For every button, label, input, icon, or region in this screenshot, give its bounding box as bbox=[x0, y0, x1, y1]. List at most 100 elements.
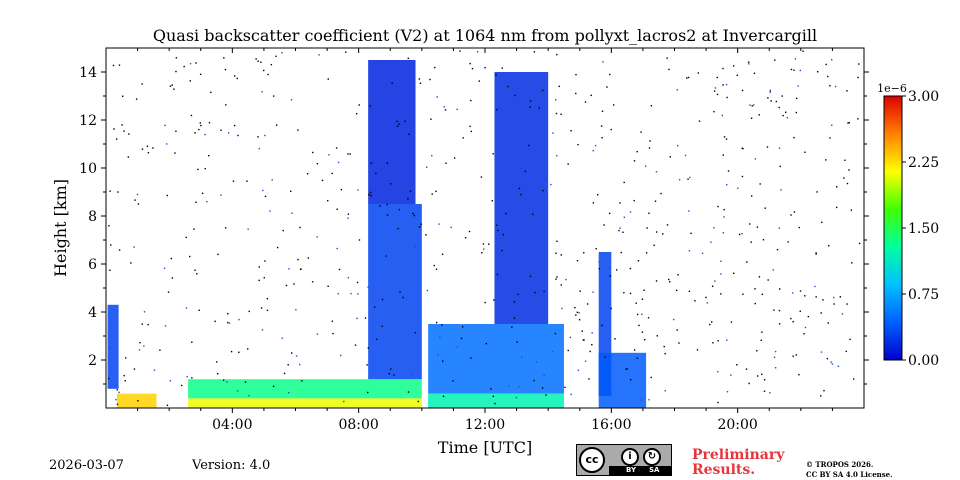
noise-pixel bbox=[650, 376, 652, 379]
noise-pixel bbox=[396, 120, 398, 123]
noise-pixel bbox=[543, 374, 545, 377]
noise-pixel bbox=[406, 184, 408, 187]
noise-pixel bbox=[663, 345, 665, 348]
noise-pixel bbox=[430, 118, 432, 120]
noise-pixel bbox=[236, 390, 239, 392]
noise-pixel bbox=[796, 97, 798, 100]
noise-pixel bbox=[767, 97, 769, 99]
noise-pixel bbox=[823, 389, 825, 392]
noise-pixel bbox=[629, 292, 632, 295]
noise-pixel bbox=[217, 372, 219, 375]
noise-pixel bbox=[495, 74, 497, 76]
noise-pixel bbox=[846, 303, 848, 305]
noise-pixel bbox=[690, 232, 692, 235]
noise-pixel bbox=[714, 87, 717, 89]
noise-pixel bbox=[220, 129, 222, 131]
y-tick-label: 4 bbox=[88, 305, 97, 321]
noise-pixel bbox=[833, 296, 835, 299]
noise-pixel bbox=[722, 84, 724, 86]
noise-pixel bbox=[710, 241, 712, 243]
noise-pixel bbox=[722, 154, 724, 156]
colorbar-tick-label: 3.00 bbox=[908, 89, 939, 105]
noise-pixel bbox=[849, 338, 851, 341]
noise-pixel bbox=[281, 51, 283, 54]
noise-pixel bbox=[290, 190, 292, 192]
noise-pixel bbox=[602, 61, 604, 63]
noise-pixel bbox=[435, 321, 438, 324]
noise-pixel bbox=[600, 125, 603, 127]
noise-pixel bbox=[574, 306, 576, 309]
noise-pixel bbox=[433, 264, 435, 267]
noise-pixel bbox=[655, 171, 658, 173]
noise-pixel bbox=[753, 104, 755, 106]
noise-pixel bbox=[271, 179, 273, 181]
noise-pixel bbox=[133, 368, 136, 370]
noise-pixel bbox=[159, 349, 161, 351]
noise-pixel bbox=[618, 229, 620, 232]
noise-pixel bbox=[748, 382, 750, 385]
noise-pixel bbox=[633, 199, 635, 202]
noise-pixel bbox=[224, 68, 227, 71]
noise-pixel bbox=[263, 277, 265, 279]
noise-pixel bbox=[501, 249, 503, 252]
noise-pixel bbox=[152, 147, 154, 149]
noise-pixel bbox=[722, 67, 724, 70]
noise-pixel bbox=[358, 239, 361, 241]
noise-pixel bbox=[711, 285, 714, 288]
noise-pixel bbox=[640, 131, 642, 133]
noise-pixel bbox=[633, 349, 636, 351]
region-cloud-column-morning bbox=[368, 204, 422, 380]
noise-pixel bbox=[237, 134, 239, 137]
noise-pixel bbox=[827, 322, 829, 324]
noise-pixel bbox=[749, 223, 751, 225]
colorbar: 1e−6 0.00 0.75 1.50 2.25 3.00 bbox=[877, 82, 939, 369]
noise-pixel bbox=[794, 58, 797, 60]
noise-pixel bbox=[748, 63, 750, 65]
noise-pixel bbox=[141, 148, 144, 150]
noise-pixel bbox=[619, 227, 621, 229]
noise-pixel bbox=[846, 90, 848, 92]
noise-pixel bbox=[793, 69, 795, 71]
noise-pixel bbox=[517, 293, 519, 296]
noise-pixel bbox=[483, 248, 485, 250]
noise-pixel bbox=[713, 227, 715, 229]
noise-pixel bbox=[189, 62, 192, 65]
noise-pixel bbox=[369, 191, 372, 194]
noise-pixel bbox=[653, 244, 655, 247]
noise-pixel bbox=[118, 391, 120, 394]
noise-pixel bbox=[746, 261, 748, 263]
y-tick-label: 12 bbox=[79, 113, 97, 129]
noise-pixel bbox=[407, 391, 410, 393]
noise-pixel bbox=[390, 183, 392, 185]
noise-pixel bbox=[375, 172, 377, 175]
noise-pixel bbox=[669, 156, 671, 158]
noise-pixel bbox=[227, 313, 229, 315]
noise-pixel bbox=[841, 313, 844, 315]
noise-pixel bbox=[816, 71, 819, 73]
noise-pixel bbox=[409, 190, 412, 192]
noise-pixel bbox=[297, 258, 299, 261]
noise-pixel bbox=[775, 100, 778, 103]
noise-pixel bbox=[349, 153, 351, 155]
x-axis: 04:00 08:00 12:00 16:00 20:00 bbox=[137, 48, 833, 433]
noise-pixel bbox=[193, 228, 195, 230]
noise-pixel bbox=[608, 212, 611, 215]
noise-pixel bbox=[733, 272, 735, 274]
noise-pixel bbox=[227, 321, 229, 324]
noise-pixel bbox=[763, 390, 766, 392]
noise-pixel bbox=[331, 172, 333, 175]
noise-pixel bbox=[134, 199, 136, 201]
noise-pixel bbox=[831, 58, 833, 61]
noise-pixel bbox=[750, 117, 753, 119]
noise-pixel bbox=[264, 134, 266, 137]
noise-pixel bbox=[398, 123, 400, 125]
noise-pixel bbox=[189, 255, 191, 258]
noise-pixel bbox=[108, 225, 110, 227]
colorbar-gradient bbox=[883, 95, 903, 361]
noise-pixel bbox=[696, 349, 699, 351]
noise-pixel bbox=[283, 372, 286, 375]
noise-pixel bbox=[429, 78, 431, 81]
noise-pixel bbox=[588, 378, 590, 380]
noise-pixel bbox=[778, 227, 781, 229]
noise-pixel bbox=[385, 255, 387, 257]
